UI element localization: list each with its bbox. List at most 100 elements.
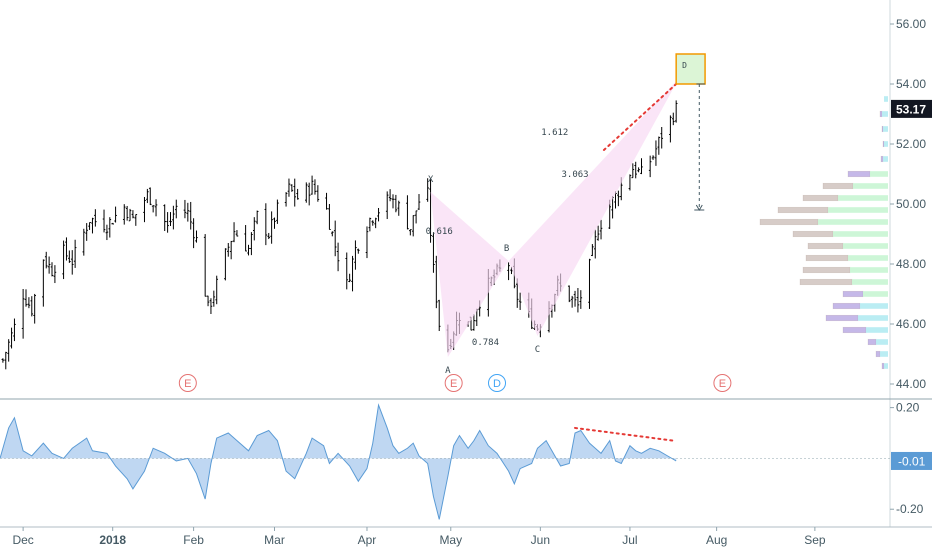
- volume-profile-down-row: [881, 125, 884, 133]
- volume-profile-down-row: [879, 110, 883, 118]
- price-axis-label: 48.00: [896, 257, 926, 271]
- time-axis-label: Apr: [358, 533, 377, 547]
- volume-profile-down-row: [867, 338, 877, 346]
- pattern-ratio-label: 0.784: [472, 338, 499, 348]
- volume-profile-down-row: [802, 194, 839, 202]
- price-divergence-line: [602, 83, 678, 151]
- volume-profile-down-row: [777, 206, 829, 214]
- volume-profile-up-row: [884, 96, 888, 102]
- earnings-marker-label: E: [184, 378, 191, 390]
- time-axis-label: Mar: [264, 533, 285, 547]
- target-zone-box: [675, 53, 706, 85]
- time-axis-label: Jul: [622, 533, 637, 547]
- target-zone-label: D: [682, 61, 687, 70]
- pattern-ratio-label: 0.616: [426, 227, 453, 237]
- pattern-ratio-label: 1.612: [541, 128, 568, 138]
- last-price-label: 53.17: [896, 102, 926, 116]
- pattern-xab-triangle: [430, 192, 509, 357]
- volume-profile-down-row: [807, 242, 844, 250]
- volume-profile-down-row: [805, 254, 849, 262]
- volume-profile-down-row: [802, 266, 851, 274]
- pattern-bcd-triangle: [508, 78, 680, 336]
- pattern-point-label: B: [504, 244, 509, 254]
- volume-profile-up-row: [863, 291, 888, 297]
- pattern-point-label: X: [428, 175, 434, 185]
- time-axis-label: May: [439, 533, 462, 547]
- price-axis-label: 54.00: [896, 77, 926, 91]
- price-axis: 56.00 54.00 52.00 50.00 48.00 46.00 44.00 53.17: [890, 17, 932, 391]
- pattern-point-label: A: [445, 366, 451, 376]
- price-axis-label: 52.00: [896, 137, 926, 151]
- volume-profile-up-row: [843, 243, 888, 249]
- volume-profile-down-row: [825, 314, 859, 322]
- time-axis-label: Dec: [12, 533, 33, 547]
- earnings-marker-label: E: [450, 378, 457, 390]
- earnings-marker-circle[interactable]: [178, 374, 197, 392]
- oscillator-axis-label: -0.20: [896, 502, 924, 516]
- earnings-marker-circle[interactable]: [488, 374, 507, 392]
- volume-profile-down-row: [875, 350, 881, 358]
- oscillator-line: [0, 403, 677, 520]
- last-price-badge: [891, 99, 932, 118]
- volume-profile-up-row: [876, 339, 888, 345]
- earnings-marker-label: D: [493, 378, 501, 390]
- volume-profile-up-row: [838, 195, 888, 201]
- oscillator-area: [0, 405, 677, 520]
- volume-profile-down-row: [792, 230, 834, 238]
- volume-profile-down-row: [880, 155, 884, 163]
- volume-profile-up-row: [848, 255, 888, 261]
- time-axis-label: Feb: [183, 533, 204, 547]
- oscillator-last-label: -0.01: [898, 454, 926, 468]
- volume-profile-up-row: [880, 351, 888, 357]
- volume-profile-up-row: [883, 156, 888, 162]
- earnings-marker[interactable]: E: [444, 374, 463, 392]
- oscillator-pane: [0, 403, 890, 520]
- volume-profile-up-row: [870, 171, 888, 177]
- volume-profile-down-row: [759, 218, 819, 226]
- volume-profile-down-row: [847, 170, 871, 178]
- volume-profile-up-row: [866, 327, 888, 333]
- volume-profile-up-row: [860, 303, 888, 309]
- volume-profile-up-row: [882, 111, 888, 117]
- price-axis-label: 50.00: [896, 197, 926, 211]
- price-axis-label: 46.00: [896, 317, 926, 331]
- earnings-marker[interactable]: D: [488, 374, 507, 392]
- earnings-marker-circle[interactable]: [444, 374, 463, 392]
- volume-profile-up-row: [884, 141, 888, 147]
- price-axis-label: 56.00: [896, 17, 926, 31]
- earnings-marker-label: E: [719, 378, 726, 390]
- volume-profile-up-row: [850, 267, 888, 273]
- volume-profile-up-row: [883, 126, 888, 132]
- oscillator-divergence-line: [574, 426, 675, 442]
- volume-profile-down-row: [822, 182, 854, 190]
- volume-profile-up-row: [833, 231, 888, 237]
- volume-profile-up-row: [818, 219, 888, 225]
- volume-profile-down-row: [881, 362, 885, 370]
- harmonic-pattern: X A B C 0.616 0.784 3.063 1.612 D: [426, 53, 706, 376]
- volume-profile-up-row: [853, 183, 888, 189]
- volume-profile-down-row: [882, 140, 885, 148]
- oscillator-last-badge: [891, 451, 932, 470]
- time-axis-label: 2018: [99, 533, 126, 547]
- earnings-marker[interactable]: E: [713, 374, 732, 392]
- volume-profile-up-row: [858, 315, 888, 321]
- earnings-marker[interactable]: E: [178, 374, 197, 392]
- volume-profile: [759, 96, 888, 370]
- time-axis-label: Jun: [531, 533, 550, 547]
- time-axis-label: Aug: [706, 533, 727, 547]
- oscillator-axis: 0.20 -0.20 -0.01: [890, 401, 932, 516]
- pattern-ratio-label: 3.063: [561, 170, 588, 180]
- volume-profile-down-row: [832, 302, 861, 310]
- volume-profile-up-row: [828, 207, 888, 213]
- time-axis: Dec 2018 Feb Mar Apr May Jun Jul Aug Sep: [12, 527, 826, 547]
- earnings-marker-circle[interactable]: [713, 374, 732, 392]
- volume-profile-down-row: [799, 278, 853, 286]
- pattern-point-label: C: [535, 345, 540, 355]
- oscillator-axis-label: 0.20: [896, 401, 920, 415]
- price-axis-label: 44.00: [896, 377, 926, 391]
- volume-profile-up-row: [852, 279, 888, 285]
- volume-profile-up-row: [884, 363, 888, 369]
